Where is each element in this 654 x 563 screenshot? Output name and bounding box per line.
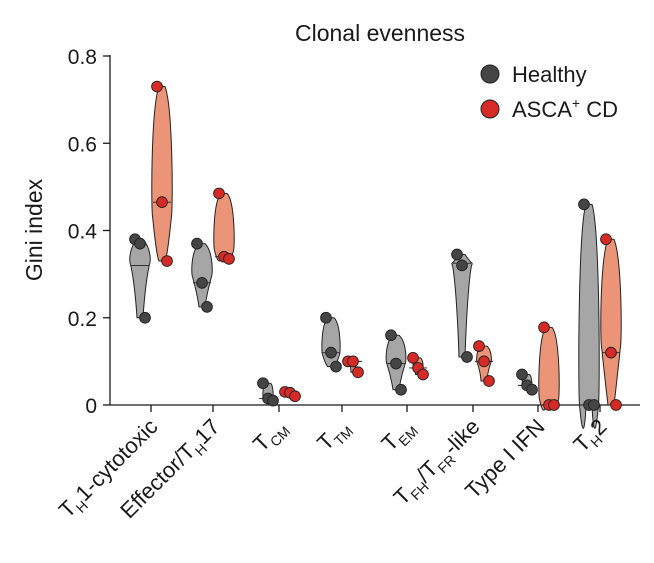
- point-cd: [605, 346, 617, 359]
- point-cd: [289, 390, 301, 403]
- point-healthy: [139, 311, 151, 324]
- x-tick-label: TH2: [569, 414, 615, 460]
- point-cd: [417, 368, 429, 381]
- legend-label: Healthy: [512, 62, 587, 87]
- point-healthy: [461, 351, 473, 363]
- point-healthy: [456, 259, 468, 272]
- point-healthy: [526, 383, 538, 396]
- x-tick-label: TTM: [312, 414, 356, 458]
- point-cd: [407, 352, 419, 364]
- violin-healthy: [321, 317, 341, 368]
- point-healthy: [578, 198, 590, 211]
- point-cd: [473, 340, 485, 352]
- chart-title: Clonal evenness: [295, 20, 465, 46]
- violin-healthy: [129, 238, 151, 319]
- x-tick-label: TCM: [248, 414, 293, 459]
- point-cd: [600, 233, 612, 246]
- violin-healthy: [578, 203, 600, 429]
- x-tick-label: TEM: [376, 414, 421, 459]
- point-healthy: [191, 237, 203, 250]
- point-cd: [548, 399, 560, 411]
- violin-cd: [600, 238, 622, 406]
- point-cd: [538, 321, 550, 334]
- y-tick-label: 0.6: [68, 133, 97, 156]
- point-healthy: [330, 360, 342, 373]
- point-cd: [347, 355, 359, 368]
- legend-marker: [480, 99, 500, 119]
- y-axis-label: Gini index: [21, 178, 47, 281]
- point-healthy: [390, 357, 402, 370]
- point-cd: [161, 255, 173, 267]
- point-healthy: [395, 383, 407, 396]
- point-healthy: [134, 237, 146, 250]
- violins: [129, 86, 622, 429]
- y-tick-label: 0.2: [68, 308, 97, 331]
- point-healthy: [588, 399, 600, 411]
- y-tick-label: 0.4: [68, 221, 98, 244]
- point-healthy: [201, 300, 213, 313]
- point-cd: [151, 80, 163, 93]
- point-healthy: [267, 394, 279, 407]
- point-cd: [352, 366, 364, 379]
- violin-healthy: [191, 243, 213, 308]
- violin-cd: [538, 326, 560, 411]
- axes: 0 0.2 0.4 0.6 0.8: [68, 46, 640, 418]
- point-healthy: [385, 329, 397, 342]
- point-cd: [156, 196, 168, 208]
- point-cd: [610, 399, 622, 411]
- y-tick-label: 0: [85, 395, 97, 418]
- legend: Healthy ASCA+ CD: [480, 62, 618, 122]
- point-healthy: [516, 368, 528, 381]
- point-cd: [223, 253, 235, 265]
- point-cd: [213, 187, 225, 200]
- point-cd: [478, 355, 490, 368]
- point-healthy: [257, 377, 269, 390]
- violin-cd: [151, 86, 173, 262]
- point-healthy: [196, 277, 208, 289]
- data-points: [129, 80, 622, 411]
- point-healthy: [320, 311, 332, 324]
- x-tick-label: TH1-cytotoxic: [54, 414, 166, 526]
- point-healthy: [325, 346, 337, 359]
- legend-marker: [480, 64, 500, 84]
- legend-label: ASCA+ CD: [512, 95, 618, 122]
- point-healthy: [451, 248, 463, 261]
- y-tick-label: 0.8: [68, 46, 97, 69]
- point-cd: [483, 375, 495, 387]
